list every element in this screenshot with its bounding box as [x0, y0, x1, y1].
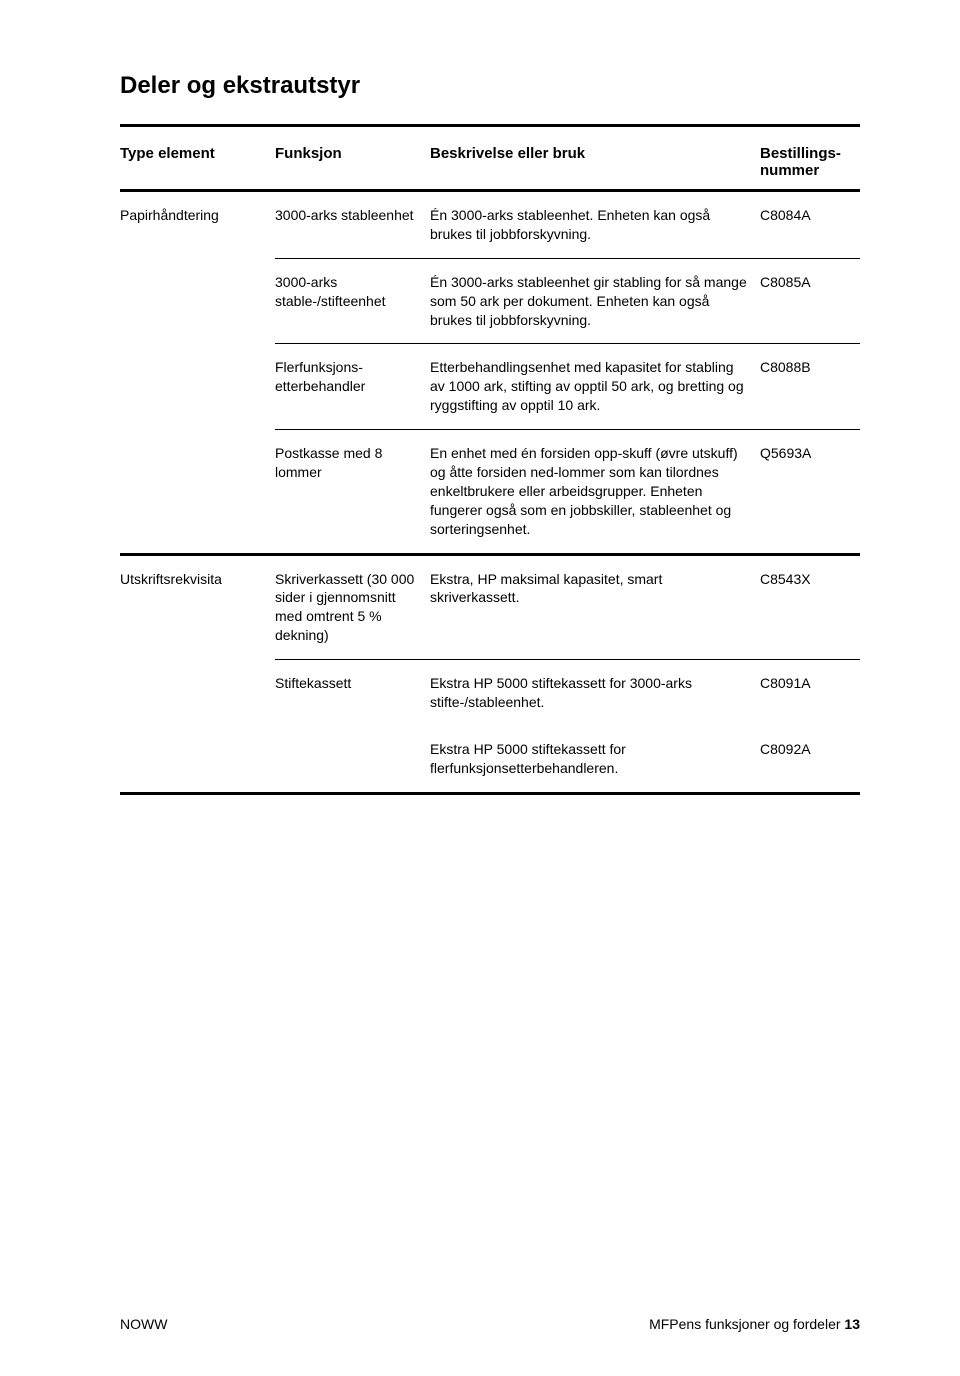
cell-order: C8543X — [760, 554, 860, 659]
parts-table: Type element Funksjon Beskrivelse eller … — [120, 139, 860, 795]
col-header-order: Bestillings- nummer — [760, 139, 860, 191]
footer-left: NOWW — [120, 1316, 167, 1332]
cell-desc: Én 3000-arks stableenhet. Enheten kan og… — [430, 191, 760, 258]
footer-page-number: 13 — [844, 1316, 860, 1332]
table-row: Papirhåndtering 3000-arks stableenhet Én… — [120, 191, 860, 258]
cell-func: 3000-arks stable-/stifteenhet — [275, 258, 430, 343]
cell-desc: En enhet med én forsiden opp-skuff (øvre… — [430, 430, 760, 553]
footer-right: MFPens funksjoner og fordeler 13 — [649, 1316, 860, 1332]
section-title: Deler og ekstrautstyr — [120, 72, 860, 100]
table-row: Utskriftsrekvisita Skriverkassett (30 00… — [120, 554, 860, 659]
table-row: Ekstra HP 5000 stiftekassett for flerfun… — [120, 726, 860, 792]
cell-desc: Ekstra HP 5000 stiftekassett for 3000-ar… — [430, 660, 760, 726]
table-row: Postkasse med 8 lommer En enhet med én f… — [120, 430, 860, 553]
cell-func: Stiftekassett — [275, 660, 430, 726]
footer-right-text: MFPens funksjoner og fordeler — [649, 1316, 840, 1332]
page-footer: NOWW MFPens funksjoner og fordeler 13 — [0, 1316, 960, 1332]
cell-order: C8091A — [760, 660, 860, 726]
cell-order: C8092A — [760, 726, 860, 792]
table-row: 3000-arks stable-/stifteenhet Én 3000-ar… — [120, 258, 860, 343]
cell-func: Flerfunksjons-etterbehandler — [275, 344, 430, 429]
col-header-type: Type element — [120, 139, 275, 191]
col-header-desc: Beskrivelse eller bruk — [430, 139, 760, 191]
table-header-row: Type element Funksjon Beskrivelse eller … — [120, 139, 860, 191]
cell-desc: Én 3000-arks stableenhet gir stabling fo… — [430, 258, 760, 343]
table-row: Flerfunksjons-etterbehandler Etterbehand… — [120, 344, 860, 429]
cell-order: C8084A — [760, 191, 860, 258]
cell-type-label: Utskriftsrekvisita — [120, 554, 275, 659]
cell-desc: Ekstra, HP maksimal kapasitet, smart skr… — [430, 554, 760, 659]
col-header-func: Funksjon — [275, 139, 430, 191]
cell-type-label: Papirhåndtering — [120, 191, 275, 258]
cell-order: C8085A — [760, 258, 860, 343]
top-rule — [120, 124, 860, 127]
cell-func — [275, 726, 430, 792]
document-page: Deler og ekstrautstyr Type element Funks… — [0, 0, 960, 1376]
cell-func: Postkasse med 8 lommer — [275, 430, 430, 553]
cell-desc: Etterbehandlingsenhet med kapasitet for … — [430, 344, 760, 429]
cell-order: C8088B — [760, 344, 860, 429]
cell-func: Skriverkassett (30 000 sider i gjennomsn… — [275, 554, 430, 659]
cell-order: Q5693A — [760, 430, 860, 553]
bottom-rule — [120, 792, 860, 794]
cell-desc: Ekstra HP 5000 stiftekassett for flerfun… — [430, 726, 760, 792]
table-row: Stiftekassett Ekstra HP 5000 stiftekasse… — [120, 660, 860, 726]
cell-func: 3000-arks stableenhet — [275, 191, 430, 258]
